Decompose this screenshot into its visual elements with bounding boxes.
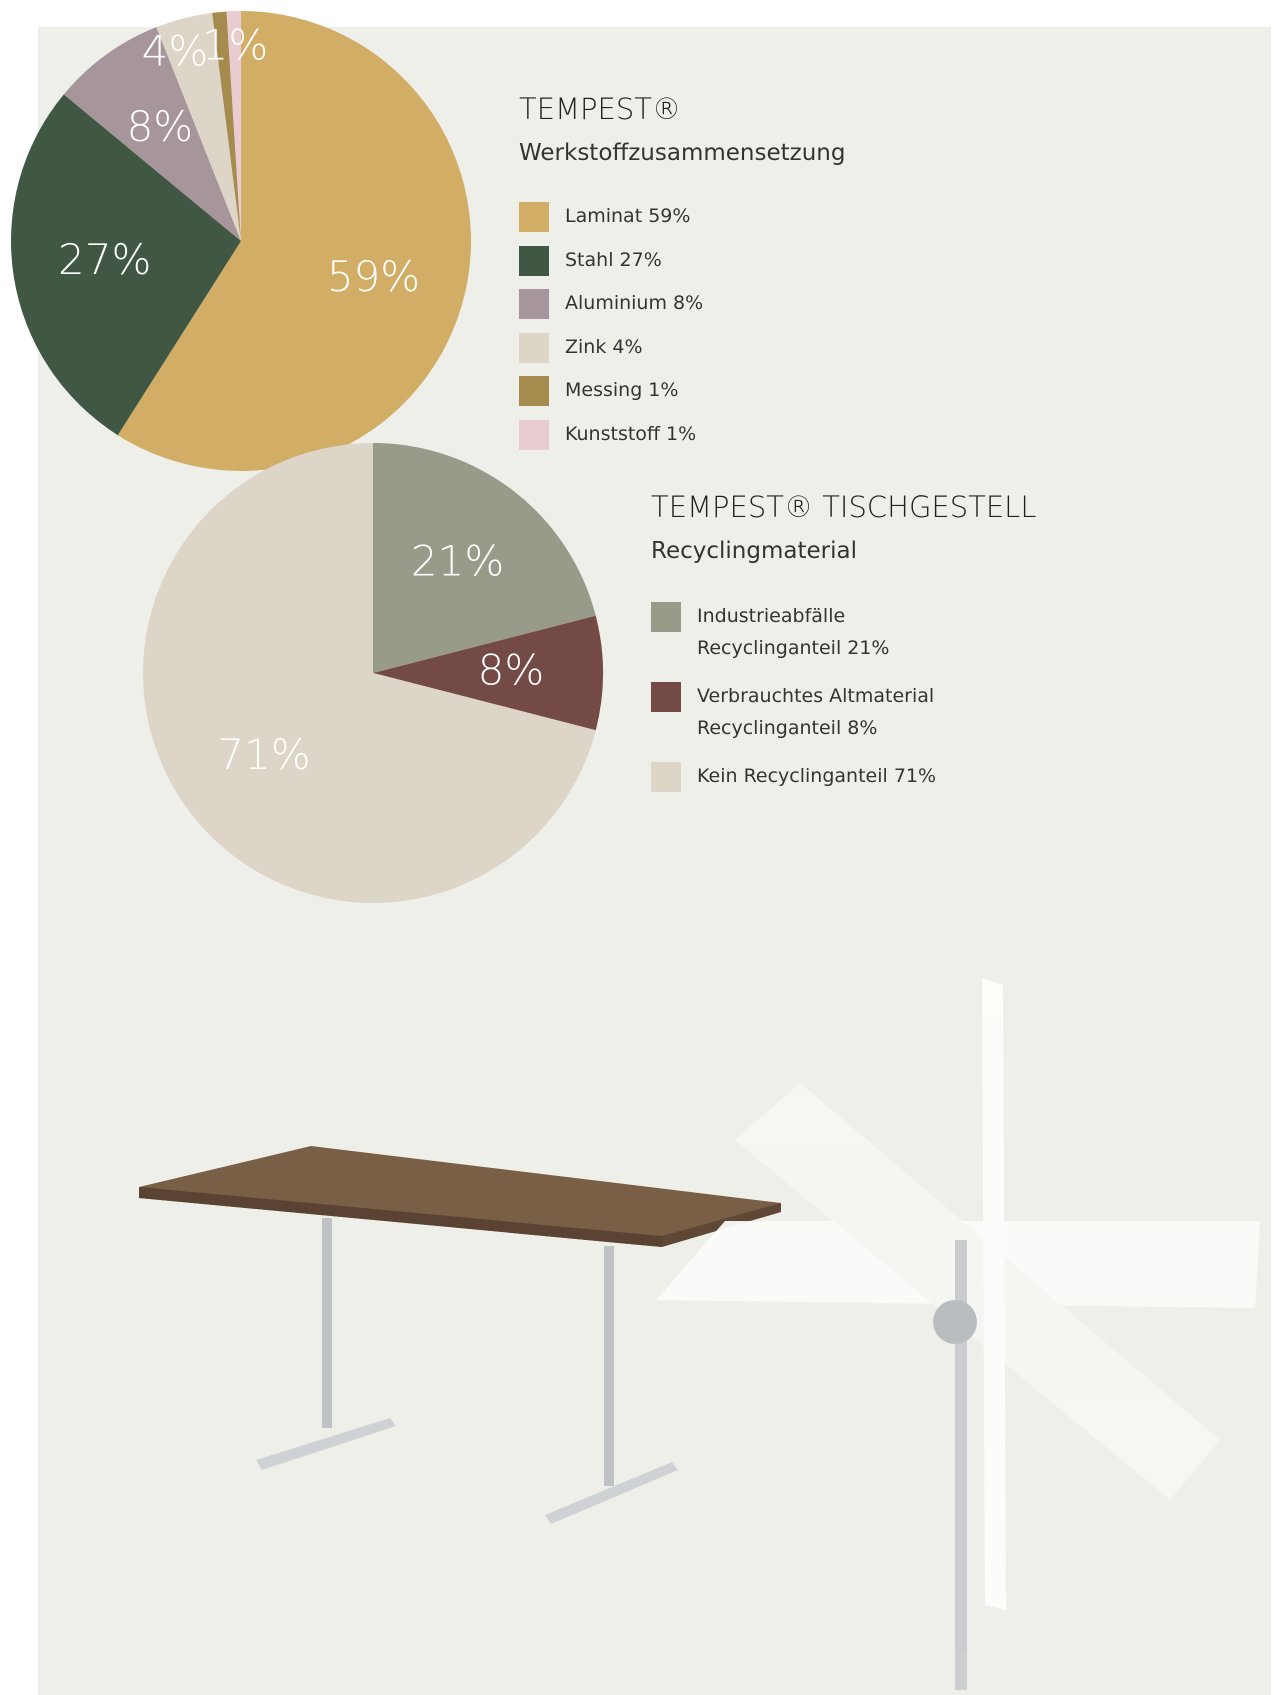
- legend-item: Laminat 59%: [519, 202, 690, 232]
- chart-title: TEMPEST®: [519, 92, 681, 126]
- slice-label: 4%: [142, 26, 209, 75]
- legend-label: Laminat 59%: [565, 200, 690, 232]
- legend-swatch: [519, 246, 549, 276]
- pie: 21% 8% 71%: [143, 443, 603, 903]
- chart-subtitle: Recyclingmaterial: [651, 538, 857, 564]
- legend-label: Aluminium 8%: [565, 287, 703, 319]
- slice-label: 59%: [327, 252, 420, 301]
- pie: 59% 27% 8% 4%1%: [11, 11, 471, 471]
- legend-swatch: [519, 289, 549, 319]
- legend-item: Aluminium 8%: [519, 289, 703, 319]
- legend-label: Verbrauchtes Altmaterial Recyclinganteil…: [697, 680, 934, 744]
- folding-table-photo: [656, 978, 1260, 1690]
- legend-swatch: [519, 202, 549, 232]
- slice-label: 8%: [478, 646, 545, 695]
- legend-swatch: [519, 333, 549, 363]
- slice-label: 1%: [202, 20, 269, 69]
- legend-item: Industrieabfälle Recyclinganteil 21%: [651, 602, 890, 664]
- legend-label: Kunststoff 1%: [565, 418, 696, 450]
- legend-item: Zink 4%: [519, 333, 643, 363]
- legend-label: Kein Recyclinganteil 71%: [697, 760, 936, 792]
- legend-swatch: [651, 682, 681, 712]
- legend-swatch: [651, 762, 681, 792]
- chart-title: TEMPEST® TISCHGESTELL: [651, 490, 1037, 524]
- legend-item: Kein Recyclinganteil 71%: [651, 762, 936, 792]
- slice-label: 21%: [411, 536, 504, 585]
- table-photo: [139, 1146, 781, 1524]
- legend-item: Kunststoff 1%: [519, 420, 696, 450]
- legend-swatch: [519, 420, 549, 450]
- legend-label: Stahl 27%: [565, 244, 662, 276]
- legend-swatch: [519, 376, 549, 406]
- legend-item: Verbrauchtes Altmaterial Recyclinganteil…: [651, 682, 934, 744]
- chart-subtitle: Werkstoffzusammensetzung: [519, 140, 845, 166]
- legend-swatch: [651, 602, 681, 632]
- legend-item: Stahl 27%: [519, 246, 662, 276]
- legend-label: Industrieabfälle Recyclinganteil 21%: [697, 600, 890, 664]
- slice-label: 8%: [127, 102, 194, 151]
- legend-item: Messing 1%: [519, 376, 678, 406]
- page: 59%27%8%4%1%21%8%71% (() => { const data…: [0, 0, 1284, 1695]
- legend-label: Messing 1%: [565, 374, 678, 406]
- legend-label: Zink 4%: [565, 331, 643, 363]
- slice-label: 27%: [58, 235, 151, 284]
- slice-label: 71%: [217, 730, 310, 779]
